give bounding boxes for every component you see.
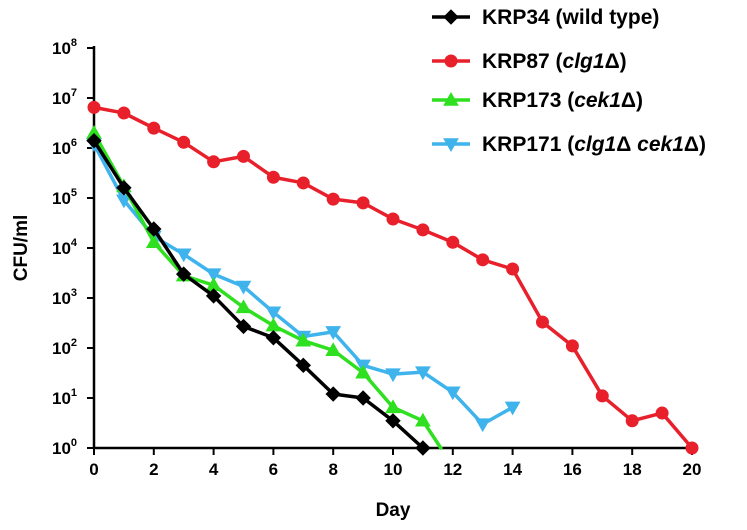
y-tick-label: 106 xyxy=(52,137,77,158)
data-point xyxy=(86,132,102,149)
data-point xyxy=(116,180,132,196)
data-point xyxy=(266,170,280,184)
series-group xyxy=(86,100,699,456)
x-tick-label: 10 xyxy=(384,460,403,479)
x-tick-label: 12 xyxy=(443,460,462,479)
y-tick-label: 102 xyxy=(52,337,77,358)
x-tick-label: 16 xyxy=(563,460,582,479)
legend-marker xyxy=(443,91,459,106)
legend-marker xyxy=(443,138,459,153)
data-point xyxy=(385,368,401,383)
data-point xyxy=(237,149,250,163)
series-line xyxy=(92,131,443,450)
data-point xyxy=(146,221,162,237)
y-tick-label: 105 xyxy=(52,187,77,208)
data-point xyxy=(325,326,342,340)
legend-label: KRP34 (wild type) xyxy=(482,6,659,29)
data-point xyxy=(385,413,401,429)
series-line xyxy=(92,138,425,450)
data-point xyxy=(355,390,371,406)
data-point xyxy=(205,268,222,283)
x-tick-label: 20 xyxy=(683,460,702,479)
data-point xyxy=(446,235,460,249)
legend: KRP34 (wild type) KRP87 (clg1Δ) KRP173 (ce… xyxy=(432,6,706,156)
y-tick-label: 108 xyxy=(52,37,77,58)
legend-item: KRP171 (clg1Δ cek1Δ) xyxy=(432,133,706,156)
data-point xyxy=(265,330,282,346)
data-point xyxy=(175,248,192,263)
data-point xyxy=(504,401,521,416)
x-tick-label: 6 xyxy=(269,460,278,479)
x-tick-label: 4 xyxy=(209,460,219,479)
x-tick-label: 14 xyxy=(503,460,522,479)
legend-item: KRP87 (clg1Δ) xyxy=(432,50,627,73)
data-point xyxy=(536,315,549,329)
data-point xyxy=(265,306,282,321)
series-2 xyxy=(86,124,443,450)
data-point xyxy=(205,288,222,304)
data-point xyxy=(295,357,312,374)
y-tick-label: 107 xyxy=(52,87,77,108)
legend-label: KRP87 (clg1Δ) xyxy=(482,50,627,73)
legend-marker xyxy=(443,9,459,25)
data-point xyxy=(235,318,252,335)
y-axis-title: CFU/ml xyxy=(11,215,32,282)
data-point xyxy=(415,412,431,427)
data-point xyxy=(235,280,252,295)
data-point xyxy=(415,440,431,456)
data-point xyxy=(175,266,192,282)
x-tick-label: 2 xyxy=(149,460,158,479)
legend-item: KRP173 (cek1Δ) xyxy=(432,89,643,112)
legend-item: KRP34 (wild type) xyxy=(432,6,659,29)
data-point xyxy=(474,418,491,433)
legend-label: KRP173 (cek1Δ) xyxy=(482,89,643,112)
data-point xyxy=(444,386,461,401)
data-point xyxy=(296,176,310,190)
data-point xyxy=(386,212,400,226)
x-axis-title: Day xyxy=(376,500,411,521)
data-point xyxy=(685,441,699,455)
legend-label: KRP171 (clg1Δ cek1Δ) xyxy=(482,133,706,156)
data-point xyxy=(235,299,252,314)
data-point xyxy=(595,389,609,403)
y-tick-label: 104 xyxy=(52,237,78,258)
data-point xyxy=(506,262,520,276)
data-point xyxy=(87,100,101,114)
data-point xyxy=(415,366,431,381)
data-point xyxy=(325,386,341,402)
data-point xyxy=(145,234,162,249)
data-point xyxy=(476,253,490,267)
y-tick-label: 100 xyxy=(52,437,77,458)
data-point xyxy=(385,399,401,414)
data-point xyxy=(356,196,370,210)
y-tick-label: 101 xyxy=(52,387,77,408)
y-tick-label: 103 xyxy=(52,287,77,308)
data-point xyxy=(655,406,669,420)
axes: 0 2 4 6 8 10 12 14 16 18 20 100 101 102 103 104 105 106 10… xyxy=(11,37,701,521)
data-point xyxy=(326,192,340,206)
series-1 xyxy=(87,100,699,455)
data-point xyxy=(325,342,342,357)
series-0 xyxy=(86,132,431,456)
x-tick-label: 8 xyxy=(328,460,337,479)
x-tick-label: 0 xyxy=(89,460,98,479)
data-point xyxy=(177,135,191,149)
data-point xyxy=(565,339,579,353)
data-point xyxy=(355,364,371,379)
data-point xyxy=(265,317,282,332)
data-point xyxy=(295,332,312,347)
data-point xyxy=(207,155,221,169)
legend-marker xyxy=(444,54,458,68)
x-tick-label: 18 xyxy=(623,460,642,479)
data-point xyxy=(416,223,430,237)
data-point xyxy=(147,121,161,135)
data-point xyxy=(117,106,131,120)
data-point xyxy=(625,414,639,428)
